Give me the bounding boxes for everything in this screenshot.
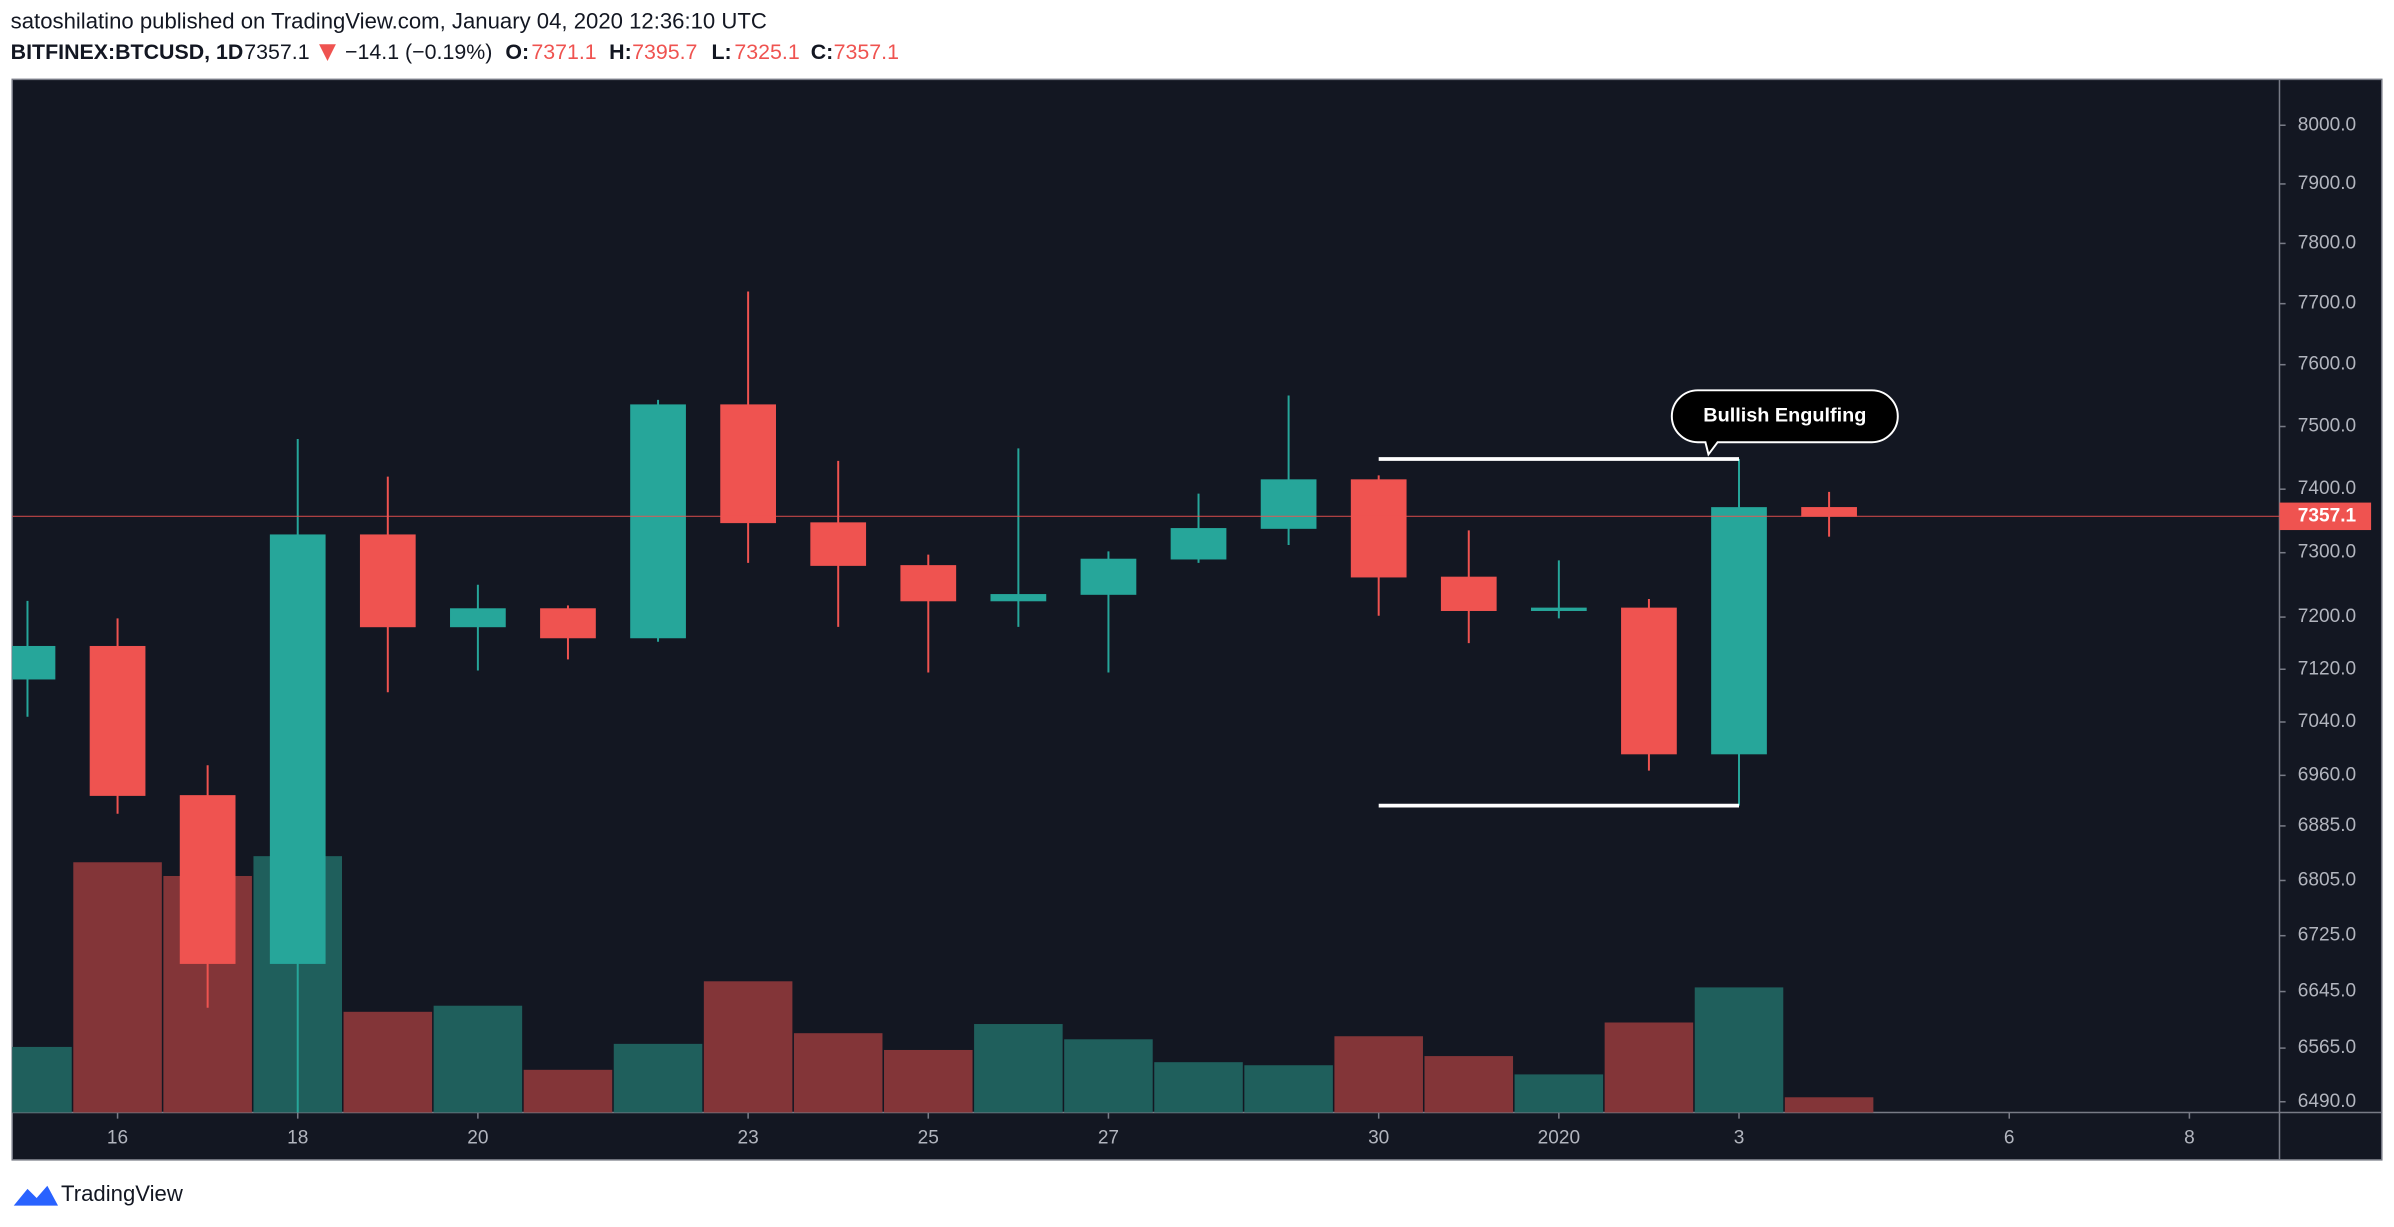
y-tick-label: 6645.0 <box>2298 981 2356 1002</box>
brand: TradingView <box>13 1181 184 1206</box>
y-tick-label: 7500.0 <box>2298 416 2356 437</box>
x-tick-label: 18 <box>287 1128 308 1149</box>
brand-name: TradingView <box>61 1181 184 1206</box>
x-tick-label: 20 <box>467 1128 488 1149</box>
volume-bar <box>974 1024 1063 1113</box>
x-tick-label: 2020 <box>1538 1128 1580 1149</box>
down-arrow <box>319 44 336 62</box>
x-tick-label: 23 <box>738 1128 759 1149</box>
ohlc-value: 7325.1 <box>734 40 799 64</box>
x-tick-label: 25 <box>918 1128 939 1149</box>
axes: 8000.0 7900.0 7800.0 7700.0 7600.0 7500.0 7400… <box>107 114 2372 1149</box>
candle-body <box>1440 576 1497 611</box>
volume-bar <box>1064 1039 1153 1113</box>
volume-bar <box>793 1033 883 1113</box>
volume-bar <box>433 1005 523 1113</box>
candle-body <box>1170 528 1227 560</box>
candle-body <box>1801 507 1857 517</box>
volume-bar <box>1424 1056 1514 1113</box>
ohlc-value: 7371.1 <box>531 40 596 64</box>
candle-body <box>89 645 146 796</box>
candle-body <box>1530 607 1587 611</box>
volume-bar <box>884 1049 973 1113</box>
x-tick-label: 30 <box>1368 1128 1389 1149</box>
y-tick-label: 7200.0 <box>2298 606 2356 627</box>
volume-bar <box>703 981 793 1113</box>
volume-bar <box>343 1011 433 1113</box>
volume-bar <box>523 1069 613 1113</box>
volume-bar <box>1514 1074 1604 1113</box>
candle-body <box>810 522 867 566</box>
brand-logo <box>13 1185 59 1206</box>
volume-bar <box>73 862 162 1113</box>
ohlc-value: 7395.7 <box>632 40 697 64</box>
y-tick-label: 6960.0 <box>2298 764 2356 785</box>
plot-area: Bullish Engulfing <box>12 291 2280 1113</box>
candle-body <box>12 645 56 680</box>
callout-bubble <box>1670 389 1899 457</box>
ohlc-label: H: <box>609 40 632 64</box>
candle-body <box>269 534 326 964</box>
volume-bar <box>613 1043 703 1113</box>
change: −14.1 (−0.19%) <box>345 40 492 64</box>
y-tick-label: 6490.0 <box>2298 1091 2356 1112</box>
y-tick-label: 6565.0 <box>2298 1037 2356 1058</box>
last-price: 7357.1 <box>244 40 309 64</box>
candle-body <box>450 608 506 628</box>
callout-text: Bullish Engulfing <box>1703 405 1866 427</box>
volume-bar <box>1334 1036 1423 1113</box>
volume-bar <box>12 1046 72 1113</box>
y-tick-label: 7900.0 <box>2298 173 2356 194</box>
price-label-box <box>2279 502 2372 531</box>
volume-bar <box>1604 1022 1694 1113</box>
y-tick-label: 7800.0 <box>2298 232 2356 253</box>
y-tick-label: 7300.0 <box>2298 542 2356 563</box>
candle-body <box>540 608 596 639</box>
ohlc-label: C: <box>811 40 834 64</box>
candle-body <box>1621 607 1677 755</box>
ohlc-label: O: <box>505 40 529 64</box>
y-tick-label: 8000.0 <box>2298 114 2356 135</box>
candle-body <box>720 404 776 524</box>
ohlc-value: 7357.1 <box>834 40 899 64</box>
candle-body <box>1711 507 1767 755</box>
volume-bar <box>1694 987 1784 1113</box>
y-tick-label: 7600.0 <box>2298 354 2356 375</box>
candle-body <box>630 404 686 639</box>
candle-body <box>359 534 416 628</box>
x-tick-label: 16 <box>107 1128 128 1149</box>
x-tick-label: 27 <box>1098 1128 1119 1149</box>
x-tick-label: 3 <box>1734 1128 1745 1149</box>
candle-body <box>1080 558 1137 595</box>
volume-bar <box>1154 1062 1243 1113</box>
y-tick-label: 6725.0 <box>2298 925 2356 946</box>
symbol: BITFINEX:BTCUSD, 1D <box>11 40 244 64</box>
volume-bar <box>1784 1097 1874 1113</box>
candle-body <box>990 594 1047 602</box>
candle-body <box>900 565 957 602</box>
y-tick-label: 7040.0 <box>2298 711 2356 732</box>
candle-body <box>1260 479 1317 529</box>
x-tick-label: 6 <box>2004 1128 2015 1149</box>
y-tick-label: 6805.0 <box>2298 870 2356 891</box>
y-tick-label: 7700.0 <box>2298 293 2356 314</box>
y-tick-label: 6885.0 <box>2298 815 2356 836</box>
candle-body <box>1350 479 1407 578</box>
ohlc-label: L: <box>711 40 731 64</box>
candle-body <box>179 795 236 964</box>
publisher-line: satoshilatino published on TradingView.c… <box>11 9 767 34</box>
price-label: 7357.1 <box>2298 505 2357 526</box>
y-tick-label: 7400.0 <box>2298 478 2356 499</box>
volume-bar <box>1244 1065 1333 1113</box>
x-tick-label: 8 <box>2184 1128 2195 1149</box>
y-tick-label: 7120.0 <box>2298 658 2356 679</box>
